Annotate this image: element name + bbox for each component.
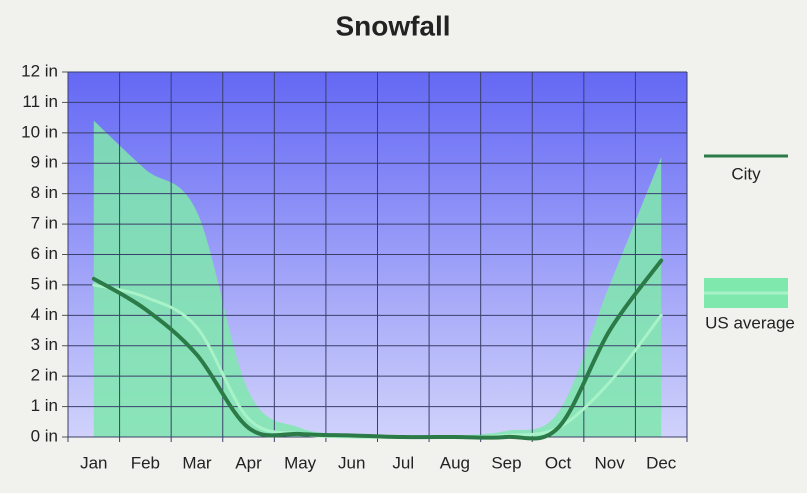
y-tick-label: 12 in (21, 61, 58, 80)
x-tick-label: Jun (338, 453, 365, 472)
y-tick-label: 5 in (31, 274, 58, 293)
x-tick-label: Aug (440, 453, 470, 472)
x-tick-label: Jul (392, 453, 414, 472)
range-area (93, 120, 662, 438)
y-tick-label: 0 in (31, 426, 58, 445)
y-tick-label: 1 in (31, 396, 58, 415)
x-tick-label: Feb (131, 453, 160, 472)
x-tick-label: Sep (491, 453, 521, 472)
y-tick-label: 8 in (31, 183, 58, 202)
series-line (91, 258, 664, 441)
y-tick-label: 7 in (31, 214, 58, 233)
y-tick-label: 9 in (31, 153, 58, 172)
x-tick-label: Nov (595, 453, 626, 472)
x-tick-label: Dec (646, 453, 677, 472)
y-tick-label: 11 in (22, 92, 58, 111)
legend-label: City (731, 164, 761, 183)
legend-label: US average (705, 313, 795, 332)
x-tick-label: Mar (182, 453, 212, 472)
y-tick-label: 4 in (31, 305, 58, 324)
y-tick-label: 6 in (31, 244, 58, 263)
chart-title: Snowfall (335, 10, 450, 41)
y-tick-label: 10 in (21, 122, 58, 141)
y-tick-label: 3 in (31, 335, 58, 354)
x-tick-label: Oct (545, 453, 572, 472)
x-tick-label: Apr (235, 453, 262, 472)
x-tick-label: May (284, 453, 317, 472)
x-tick-label: Jan (80, 453, 107, 472)
y-tick-label: 2 in (31, 366, 58, 385)
